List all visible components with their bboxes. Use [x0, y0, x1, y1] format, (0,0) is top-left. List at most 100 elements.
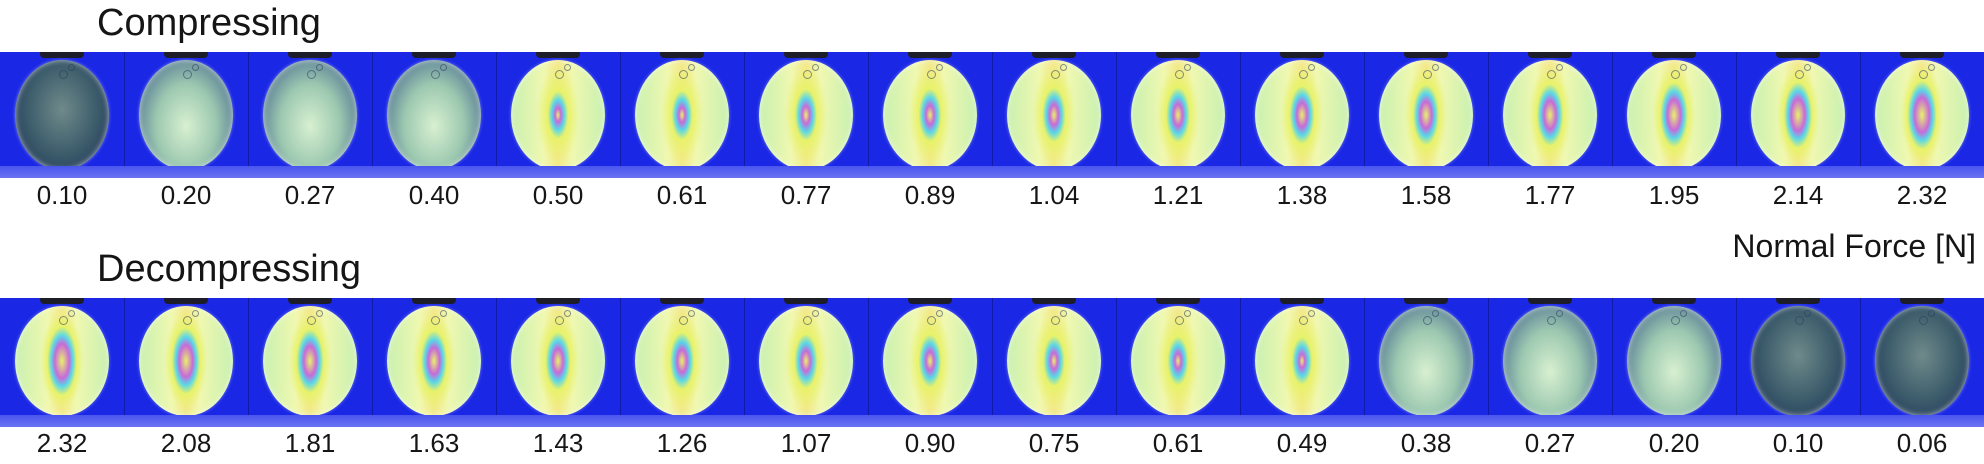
photoelastic-disk: [1751, 306, 1845, 416]
photoelastic-disk: [511, 306, 605, 416]
air-bubble: [307, 70, 316, 79]
compressing-force-value: 1.04: [1028, 180, 1080, 210]
air-bubble: [1928, 310, 1935, 317]
decompressing-force-value: 0.27: [1524, 428, 1576, 458]
photoelastic-disk: [1503, 60, 1597, 170]
air-bubble: [1680, 310, 1687, 317]
air-bubble: [183, 316, 192, 325]
air-bubble: [1432, 64, 1439, 71]
compressing-frame: [0, 52, 125, 178]
air-bubble: [1547, 70, 1556, 79]
air-bubble: [68, 64, 75, 71]
photoelastic-disk: [139, 306, 233, 416]
compressing-force-value: 0.40: [408, 180, 460, 210]
air-bubble: [1919, 70, 1928, 79]
load-mount: [1776, 298, 1820, 304]
photoelastic-disk: [1255, 306, 1349, 416]
decompressing-frame: [496, 298, 621, 427]
decompressing-frame: [0, 298, 125, 427]
photoelastic-disk: [883, 60, 977, 170]
compressing-image-strip: [0, 52, 1984, 178]
photoelastic-disk: [759, 306, 853, 416]
photoelastic-disk: [635, 306, 729, 416]
air-bubble: [183, 70, 192, 79]
decompressing-force-value: 2.08: [160, 428, 212, 458]
load-mount: [1404, 52, 1448, 58]
compressing-frame: [1240, 52, 1365, 178]
photoelastic-disk: [1751, 60, 1845, 170]
air-bubble: [1671, 70, 1680, 79]
load-mount: [288, 52, 332, 58]
compressing-force-value: 0.61: [656, 180, 708, 210]
air-bubble: [1423, 70, 1432, 79]
decompressing-frame: [1488, 298, 1613, 427]
load-mount: [1900, 52, 1944, 58]
decompressing-force-value: 0.20: [1648, 428, 1700, 458]
air-bubble: [192, 310, 199, 317]
load-mount: [412, 52, 456, 58]
air-bubble: [1299, 70, 1308, 79]
compressing-frame: [496, 52, 621, 178]
decompressing-force-values: 2.32 2.08 1.81 1.63 1.43 1.26 1.07 0.90 0.75 0.61…: [0, 428, 1984, 464]
compressing-frame: [1364, 52, 1489, 178]
load-mount: [1032, 52, 1076, 58]
load-mount: [164, 52, 208, 58]
load-mount: [1280, 52, 1324, 58]
air-bubble: [1175, 70, 1184, 79]
decompressing-frame: [248, 298, 373, 427]
load-mount: [1652, 298, 1696, 304]
decompressing-frame: [1612, 298, 1737, 427]
air-bubble: [555, 316, 564, 325]
photoelastic-disk: [1255, 60, 1349, 170]
load-mount: [908, 52, 952, 58]
decompressing-force-value: 1.81: [284, 428, 336, 458]
load-mount: [1156, 52, 1200, 58]
photoelastic-disk: [511, 60, 605, 170]
compressing-force-value: 1.77: [1524, 180, 1576, 210]
air-bubble: [1556, 64, 1563, 71]
compressing-frame: [248, 52, 373, 178]
photoelastic-disk: [15, 60, 109, 170]
air-bubble: [1804, 64, 1811, 71]
air-bubble: [564, 310, 571, 317]
decompressing-frame: [1240, 298, 1365, 427]
compressing-force-value: 2.14: [1772, 180, 1824, 210]
load-mount: [908, 298, 952, 304]
air-bubble: [564, 64, 571, 71]
compressing-frame: [1736, 52, 1861, 178]
photoelastic-disk: [263, 306, 357, 416]
air-bubble: [936, 64, 943, 71]
photoelastic-disk: [883, 306, 977, 416]
decompressing-frame: [124, 298, 249, 427]
load-mount: [164, 298, 208, 304]
photoelastic-disk: [1627, 60, 1721, 170]
air-bubble: [812, 310, 819, 317]
air-bubble: [812, 64, 819, 71]
air-bubble: [1671, 316, 1680, 325]
air-bubble: [431, 316, 440, 325]
decompressing-frame: [1116, 298, 1241, 427]
decompressing-force-value: 2.32: [36, 428, 88, 458]
air-bubble: [927, 316, 936, 325]
decompressing-frame: [992, 298, 1117, 427]
load-mount: [412, 298, 456, 304]
air-bubble: [1795, 316, 1804, 325]
decompressing-frame: [372, 298, 497, 427]
load-mount: [1156, 298, 1200, 304]
air-bubble: [1051, 70, 1060, 79]
decompressing-force-value: 1.26: [656, 428, 708, 458]
compressing-force-value: 1.95: [1648, 180, 1700, 210]
air-bubble: [1928, 64, 1935, 71]
photoelastic-disk: [635, 60, 729, 170]
air-bubble: [316, 310, 323, 317]
air-bubble: [68, 310, 75, 317]
load-mount: [1900, 298, 1944, 304]
air-bubble: [1175, 316, 1184, 325]
compressing-frame: [372, 52, 497, 178]
compressing-force-value: 2.32: [1896, 180, 1948, 210]
decompressing-force-value: 0.75: [1028, 428, 1080, 458]
air-bubble: [927, 70, 936, 79]
photoelastic-disk: [1007, 306, 1101, 416]
decompressing-force-value: 1.63: [408, 428, 460, 458]
air-bubble: [1299, 316, 1308, 325]
